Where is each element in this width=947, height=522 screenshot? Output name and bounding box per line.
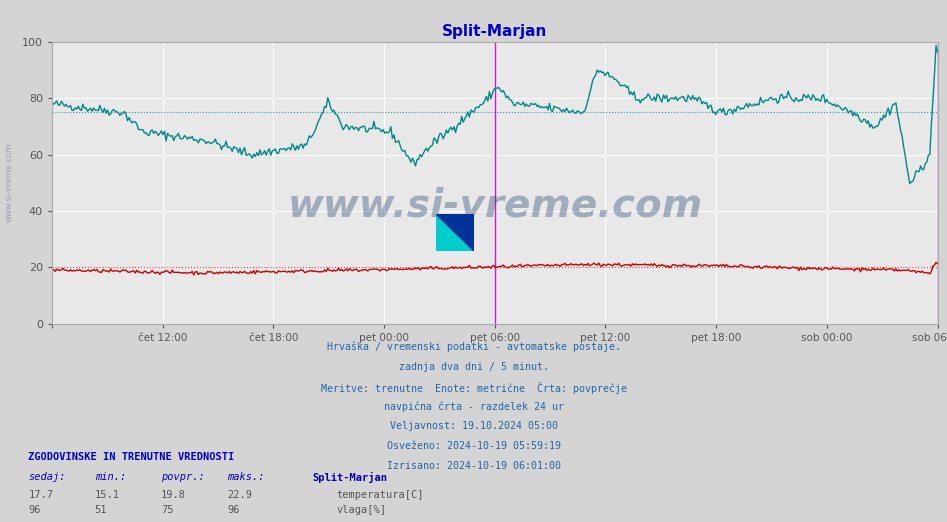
Text: min.:: min.:: [95, 472, 126, 482]
Text: 19.8: 19.8: [161, 490, 186, 500]
Text: Hrvaška / vremenski podatki - avtomatske postaje.: Hrvaška / vremenski podatki - avtomatske…: [327, 342, 620, 352]
Text: 15.1: 15.1: [95, 490, 119, 500]
Text: 17.7: 17.7: [28, 490, 53, 500]
Text: sedaj:: sedaj:: [28, 472, 66, 482]
Text: maks.:: maks.:: [227, 472, 265, 482]
Text: Veljavnost: 19.10.2024 05:00: Veljavnost: 19.10.2024 05:00: [389, 421, 558, 431]
Text: vlaga[%]: vlaga[%]: [336, 505, 386, 515]
Text: ZGODOVINSKE IN TRENUTNE VREDNOSTI: ZGODOVINSKE IN TRENUTNE VREDNOSTI: [28, 452, 235, 461]
Text: navpična črta - razdelek 24 ur: navpična črta - razdelek 24 ur: [384, 401, 563, 412]
Text: Meritve: trenutne  Enote: metrične  Črta: povprečje: Meritve: trenutne Enote: metrične Črta: …: [320, 382, 627, 394]
Text: Split-Marjan: Split-Marjan: [313, 472, 387, 483]
Text: 22.9: 22.9: [227, 490, 252, 500]
Polygon shape: [436, 214, 474, 251]
Text: povpr.:: povpr.:: [161, 472, 205, 482]
Text: Osveženo: 2024-10-19 05:59:19: Osveženo: 2024-10-19 05:59:19: [386, 441, 561, 451]
Text: www.si-vreme.com: www.si-vreme.com: [5, 143, 14, 222]
Text: 96: 96: [227, 505, 240, 515]
Text: 96: 96: [28, 505, 41, 515]
Text: temperatura[C]: temperatura[C]: [336, 490, 423, 500]
Polygon shape: [436, 214, 474, 251]
Text: 51: 51: [95, 505, 107, 515]
Text: 75: 75: [161, 505, 173, 515]
Title: Split-Marjan: Split-Marjan: [442, 24, 547, 39]
Text: Izrisano: 2024-10-19 06:01:00: Izrisano: 2024-10-19 06:01:00: [386, 461, 561, 471]
Text: www.si-vreme.com: www.si-vreme.com: [287, 186, 703, 224]
Text: zadnja dva dni / 5 minut.: zadnja dva dni / 5 minut.: [399, 362, 548, 372]
